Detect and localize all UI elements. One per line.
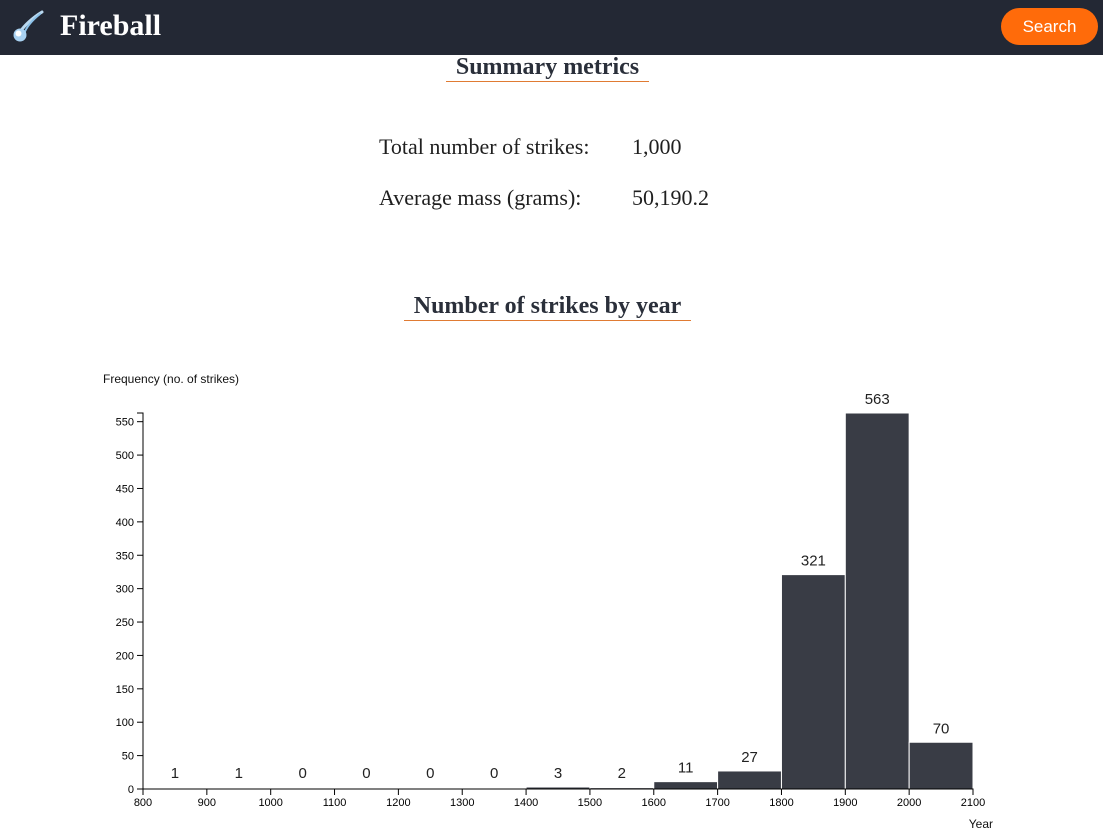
y-tick-label: 450	[116, 483, 134, 495]
bar-value-label: 3	[554, 765, 562, 782]
x-tick-label: 1500	[578, 797, 602, 809]
y-tick-label: 300	[116, 584, 134, 596]
x-tick-label: 1200	[386, 797, 410, 809]
x-tick-label: 1900	[833, 797, 857, 809]
brand-name[interactable]: Fireball	[60, 9, 162, 42]
y-axis: 0 50 100 150 200 250 300 350 400 450 500 550	[116, 412, 144, 796]
x-tick-label: 800	[134, 797, 152, 809]
histogram-bar	[653, 781, 719, 790]
bar-value-label: 0	[362, 765, 370, 782]
x-tick-label: 1700	[705, 797, 729, 809]
bar-value-label: 0	[490, 765, 498, 782]
y-tick-label: 150	[116, 684, 134, 696]
y-tick-label: 350	[116, 550, 134, 562]
summary-title: Summary metrics	[0, 54, 1095, 82]
x-tick-label: 1000	[258, 797, 282, 809]
histogram-bar	[844, 412, 910, 790]
y-tick-label: 250	[116, 617, 134, 629]
x-tick-label: 900	[198, 797, 216, 809]
x-tick-label: 2000	[897, 797, 921, 809]
x-axis-line	[142, 788, 974, 795]
histogram-bars	[142, 412, 974, 790]
y-tick-label: 400	[116, 517, 134, 529]
bar-value-label: 1	[171, 765, 179, 782]
x-tick-label: 1300	[450, 797, 474, 809]
bar-value-label: 1	[235, 765, 243, 782]
metric-value-total-strikes: 1,000	[632, 134, 682, 159]
histogram-bar	[717, 770, 782, 790]
x-tick-label: 2100	[961, 797, 985, 809]
y-axis-label: Frequency (no. of strikes)	[103, 372, 239, 386]
y-tick-label: 0	[128, 784, 134, 796]
strikes-by-year-title: Number of strikes by year	[0, 293, 1095, 321]
metric-label-total-strikes: Total number of strikes:	[379, 134, 590, 159]
search-button[interactable]: Search	[1001, 8, 1098, 45]
y-tick-label: 200	[116, 650, 134, 662]
strikes-histogram: Frequency (no. of strikes) 1 1 0 0 0 0 3 2 11273…	[103, 372, 993, 831]
bar-value-label: 11	[678, 760, 694, 777]
x-axis-label: Year	[969, 817, 993, 831]
bar-value-label: 321	[801, 553, 826, 570]
x-axis: 800 900 1000 1100 1200 1300 1400 1500 1600 1700 18…	[134, 788, 985, 809]
x-tick-label: 1400	[514, 797, 538, 809]
bar-value-label: 0	[298, 765, 306, 782]
metric-value-average-mass: 50,190.2	[632, 185, 709, 210]
y-tick-label: 100	[116, 717, 134, 729]
y-tick-label: 50	[122, 751, 134, 763]
bar-value-label: 563	[865, 391, 890, 408]
bar-value-label: 27	[741, 749, 758, 766]
histogram-bar	[780, 574, 846, 790]
x-tick-label: 1100	[323, 797, 347, 809]
y-axis-line	[137, 412, 144, 790]
bar-value-label: 2	[618, 765, 626, 782]
x-tick-label: 1800	[769, 797, 793, 809]
bar-value-label: 70	[933, 720, 950, 737]
y-tick-label: 500	[116, 450, 134, 462]
comet-icon[interactable]	[10, 10, 44, 44]
x-tick-label: 1600	[642, 797, 666, 809]
top-navbar: Fireball Search	[0, 0, 1103, 55]
histogram-bar	[908, 741, 974, 790]
metric-label-average-mass: Average mass (grams):	[379, 185, 582, 210]
y-tick-label: 550	[116, 417, 134, 429]
bar-value-label: 0	[426, 765, 434, 782]
